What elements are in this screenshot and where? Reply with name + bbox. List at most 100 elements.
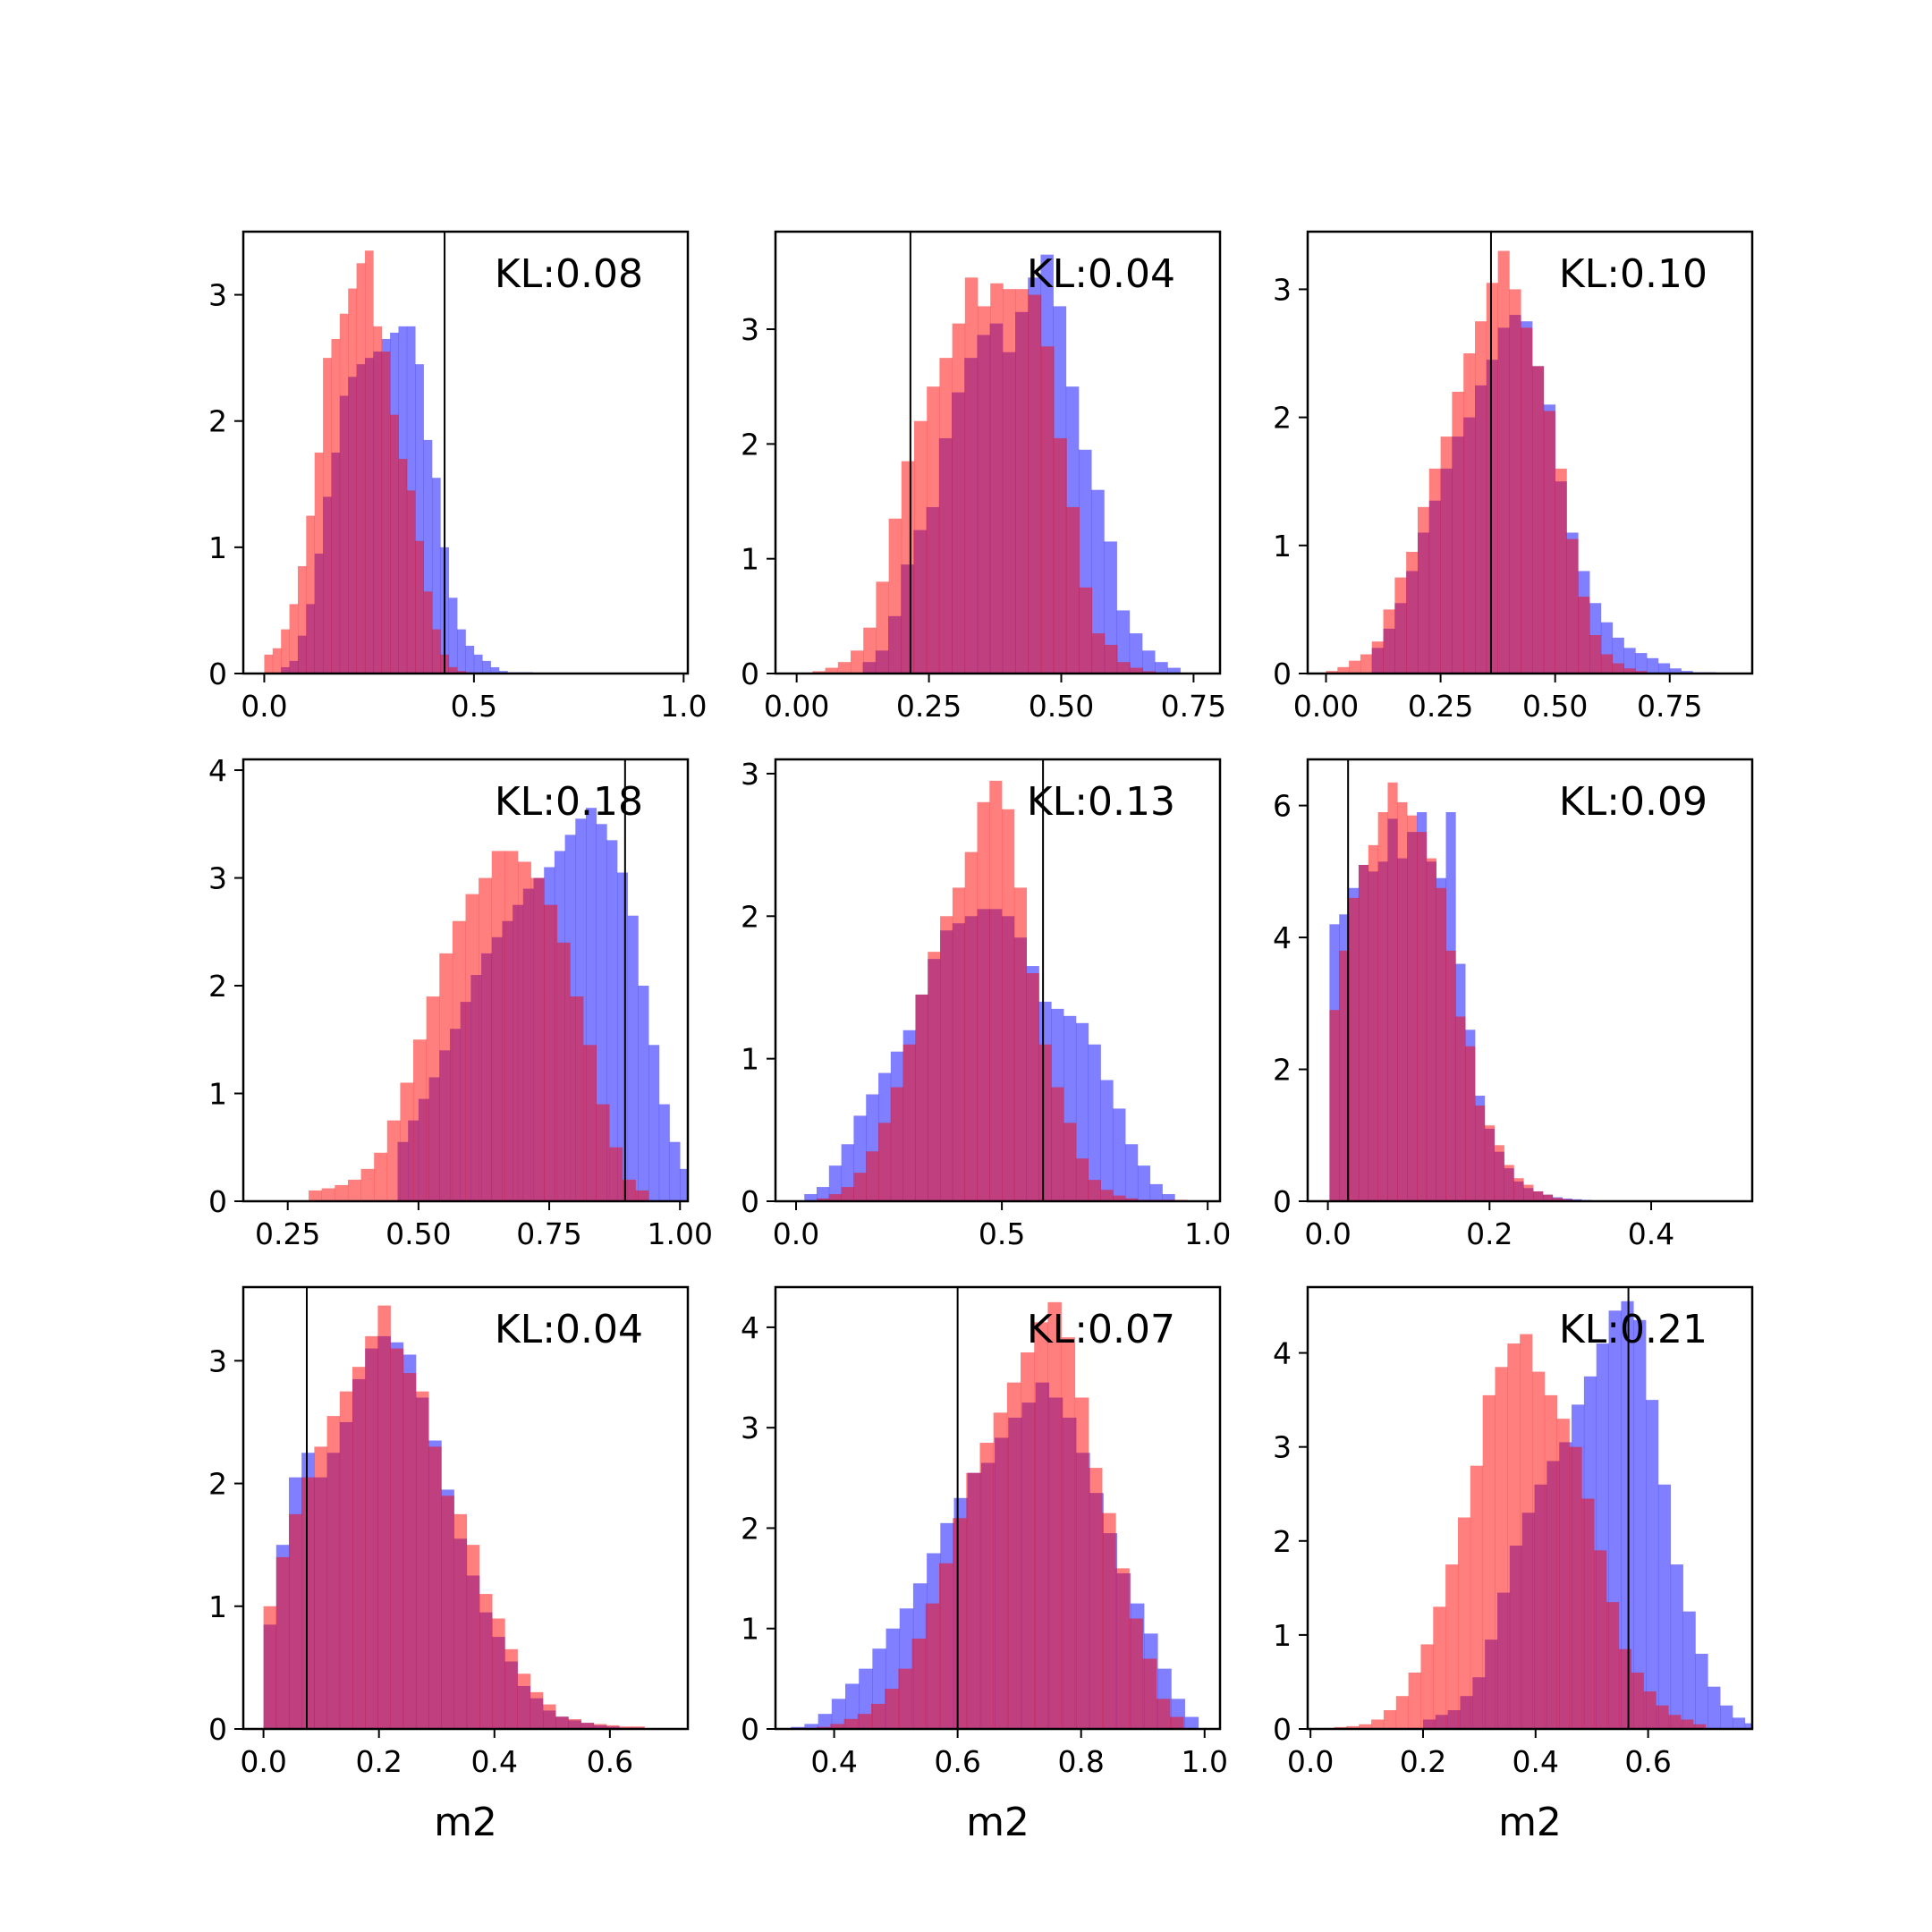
histogram-bar: [1339, 950, 1350, 1201]
y-tick-label: 0: [1273, 657, 1292, 691]
histogram-bar: [952, 887, 965, 1201]
histogram-bar: [373, 326, 383, 674]
histogram-bar: [386, 1120, 401, 1201]
kl-divergence-label: KL:0.08: [495, 251, 643, 297]
histogram-bar: [479, 1594, 493, 1729]
histogram-bar: [1600, 654, 1614, 674]
histogram-bar: [902, 1044, 916, 1201]
x-tick-label: 0.2: [1400, 1744, 1446, 1779]
histogram-bar: [1130, 667, 1143, 674]
y-tick-label: 0: [741, 657, 759, 691]
histogram-bar: [482, 660, 491, 674]
histogram-bar: [1656, 1705, 1669, 1729]
histogram-bar: [1445, 950, 1456, 1201]
histogram-bar: [1406, 551, 1419, 674]
histogram-bar: [1091, 489, 1105, 674]
kl-divergence-label: KL:0.09: [1559, 779, 1707, 825]
subplot-1: 0.0 0.5 1.0 0 1 2 3 KL:0.08: [208, 230, 708, 724]
histogram-bar: [1532, 1371, 1546, 1729]
histogram-bar: [825, 667, 839, 674]
histogram-bar: [1162, 1194, 1175, 1201]
histogram-bar: [1337, 666, 1350, 674]
y-tick-label: 1: [1273, 1618, 1292, 1653]
y-tick-label: 3: [208, 861, 227, 896]
histogram-bar: [331, 338, 341, 674]
x-tick-label: 0.5: [451, 689, 497, 724]
y-tick-label: 0: [741, 1184, 759, 1219]
y-tick-label: 1: [741, 1042, 759, 1077]
prior-histogram: [812, 277, 1169, 674]
x-tick-label: 0.6: [587, 1744, 633, 1779]
histogram-bar: [596, 1104, 610, 1201]
histogram-bar: [1349, 660, 1361, 674]
histogram-bar: [638, 986, 649, 1201]
histogram-bar: [390, 414, 399, 674]
histogram-bar: [1533, 1191, 1544, 1201]
histogram-bar: [352, 1367, 366, 1729]
histogram-bar: [1088, 1180, 1101, 1201]
histogram-bar: [360, 1168, 375, 1201]
histogram-bar: [1482, 1394, 1496, 1729]
histogram-bar: [1075, 1022, 1089, 1201]
histogram-bar: [648, 1045, 660, 1201]
x-tick-label: 0.4: [810, 1744, 857, 1779]
histogram-bar: [1594, 1550, 1607, 1729]
histogram-bar: [1635, 671, 1648, 674]
histogram-bar: [1532, 366, 1545, 674]
histogram-bar: [876, 581, 889, 674]
histogram-bar: [1623, 648, 1636, 674]
y-tick-label: 3: [208, 1343, 227, 1378]
histogram-bar: [1465, 1046, 1476, 1201]
histogram-bar: [1349, 897, 1360, 1201]
histogram-bar: [914, 420, 928, 674]
histogram-bar: [1682, 1611, 1696, 1729]
histogram-bar: [870, 1703, 886, 1729]
histogram-bar: [457, 629, 466, 674]
histogram-bar: [1744, 1723, 1752, 1729]
x-tick-label: 0.6: [1624, 1744, 1671, 1779]
histogram-bar: [1061, 1337, 1076, 1729]
histogram-bar: [1695, 1653, 1708, 1729]
histogram-bar: [339, 313, 349, 674]
histogram-bar: [568, 1719, 581, 1729]
histogram-bar: [1497, 250, 1510, 674]
histogram-bar: [1155, 662, 1168, 674]
histogram-bar: [1509, 289, 1521, 674]
histogram-bar: [1371, 641, 1384, 674]
kl-divergence-label: KL:0.04: [1027, 251, 1175, 297]
x-tick-label: 0.6: [934, 1744, 980, 1779]
histogram-bar: [1129, 633, 1143, 674]
histogram-bar: [1475, 1106, 1486, 1201]
histogram-bar: [1569, 1446, 1582, 1729]
prior-histogram: [803, 1301, 1184, 1729]
histogram-bar: [1184, 1716, 1199, 1729]
histogram-bar: [583, 1045, 597, 1201]
histogram-bar: [1486, 283, 1498, 674]
histogram-bar: [457, 671, 466, 674]
x-axis-label: m2: [1498, 1800, 1562, 1845]
histogram-bar: [1074, 1397, 1089, 1729]
histogram-bar: [619, 1726, 632, 1729]
histogram-bar: [1002, 809, 1015, 1201]
histogram-bar: [1115, 1568, 1130, 1729]
histogram-bar: [1657, 1484, 1672, 1729]
histogram-bar: [314, 453, 324, 674]
x-tick-label: 0.25: [896, 689, 962, 724]
histogram-bar: [1417, 506, 1430, 674]
histogram-bar: [1125, 1198, 1139, 1201]
prior-histogram: [817, 780, 1188, 1201]
axes-frame: [774, 230, 1222, 675]
y-tick-label: 1: [1273, 529, 1292, 564]
histogram-bar: [517, 861, 531, 1201]
kl-divergence-label: KL:0.21: [1559, 1307, 1707, 1352]
prior-histogram: [264, 250, 475, 674]
x-axis-label: m2: [966, 1800, 1030, 1845]
histogram-bar: [1470, 1465, 1483, 1729]
histogram-bar: [289, 604, 299, 674]
histogram-bar: [326, 1416, 341, 1729]
histogram-bar: [1142, 650, 1156, 674]
histogram-bar: [828, 1165, 842, 1201]
histogram-bar: [1079, 587, 1093, 674]
histogram-bar: [593, 1724, 607, 1729]
histogram-bar: [1455, 1016, 1466, 1201]
